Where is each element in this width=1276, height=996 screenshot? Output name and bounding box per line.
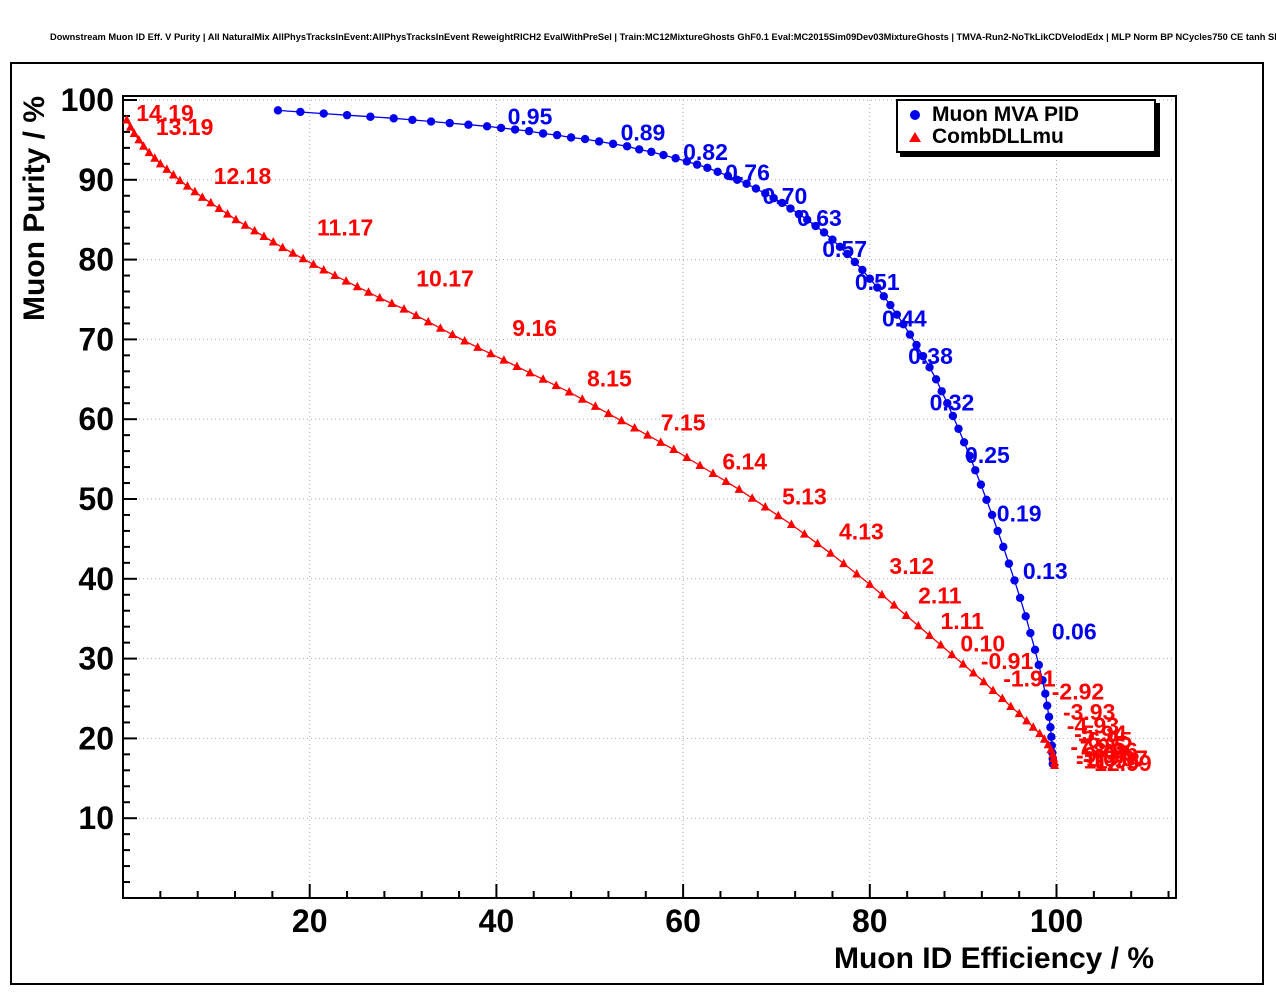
legend-circle-marker-icon bbox=[910, 110, 920, 120]
legend: Muon MVA PID CombDLLmu bbox=[896, 99, 1156, 153]
legend-entry-dll: CombDLLmu bbox=[898, 126, 1154, 148]
legend-triangle-marker-icon bbox=[909, 132, 921, 142]
legend-marker-cell bbox=[898, 110, 932, 120]
y-axis-title: Muon Purity / % bbox=[18, 96, 51, 321]
legend-entry-mva: Muon MVA PID bbox=[898, 104, 1154, 126]
plot-title: Downstream Muon ID Eff. V Purity | All N… bbox=[50, 32, 1276, 42]
legend-label-mva: Muon MVA PID bbox=[932, 103, 1079, 126]
canvas-frame bbox=[10, 62, 1264, 985]
x-axis-title: Muon ID Efficiency / % bbox=[833, 942, 1154, 975]
legend-label-dll: CombDLLmu bbox=[932, 125, 1064, 148]
legend-marker-cell bbox=[898, 132, 932, 142]
